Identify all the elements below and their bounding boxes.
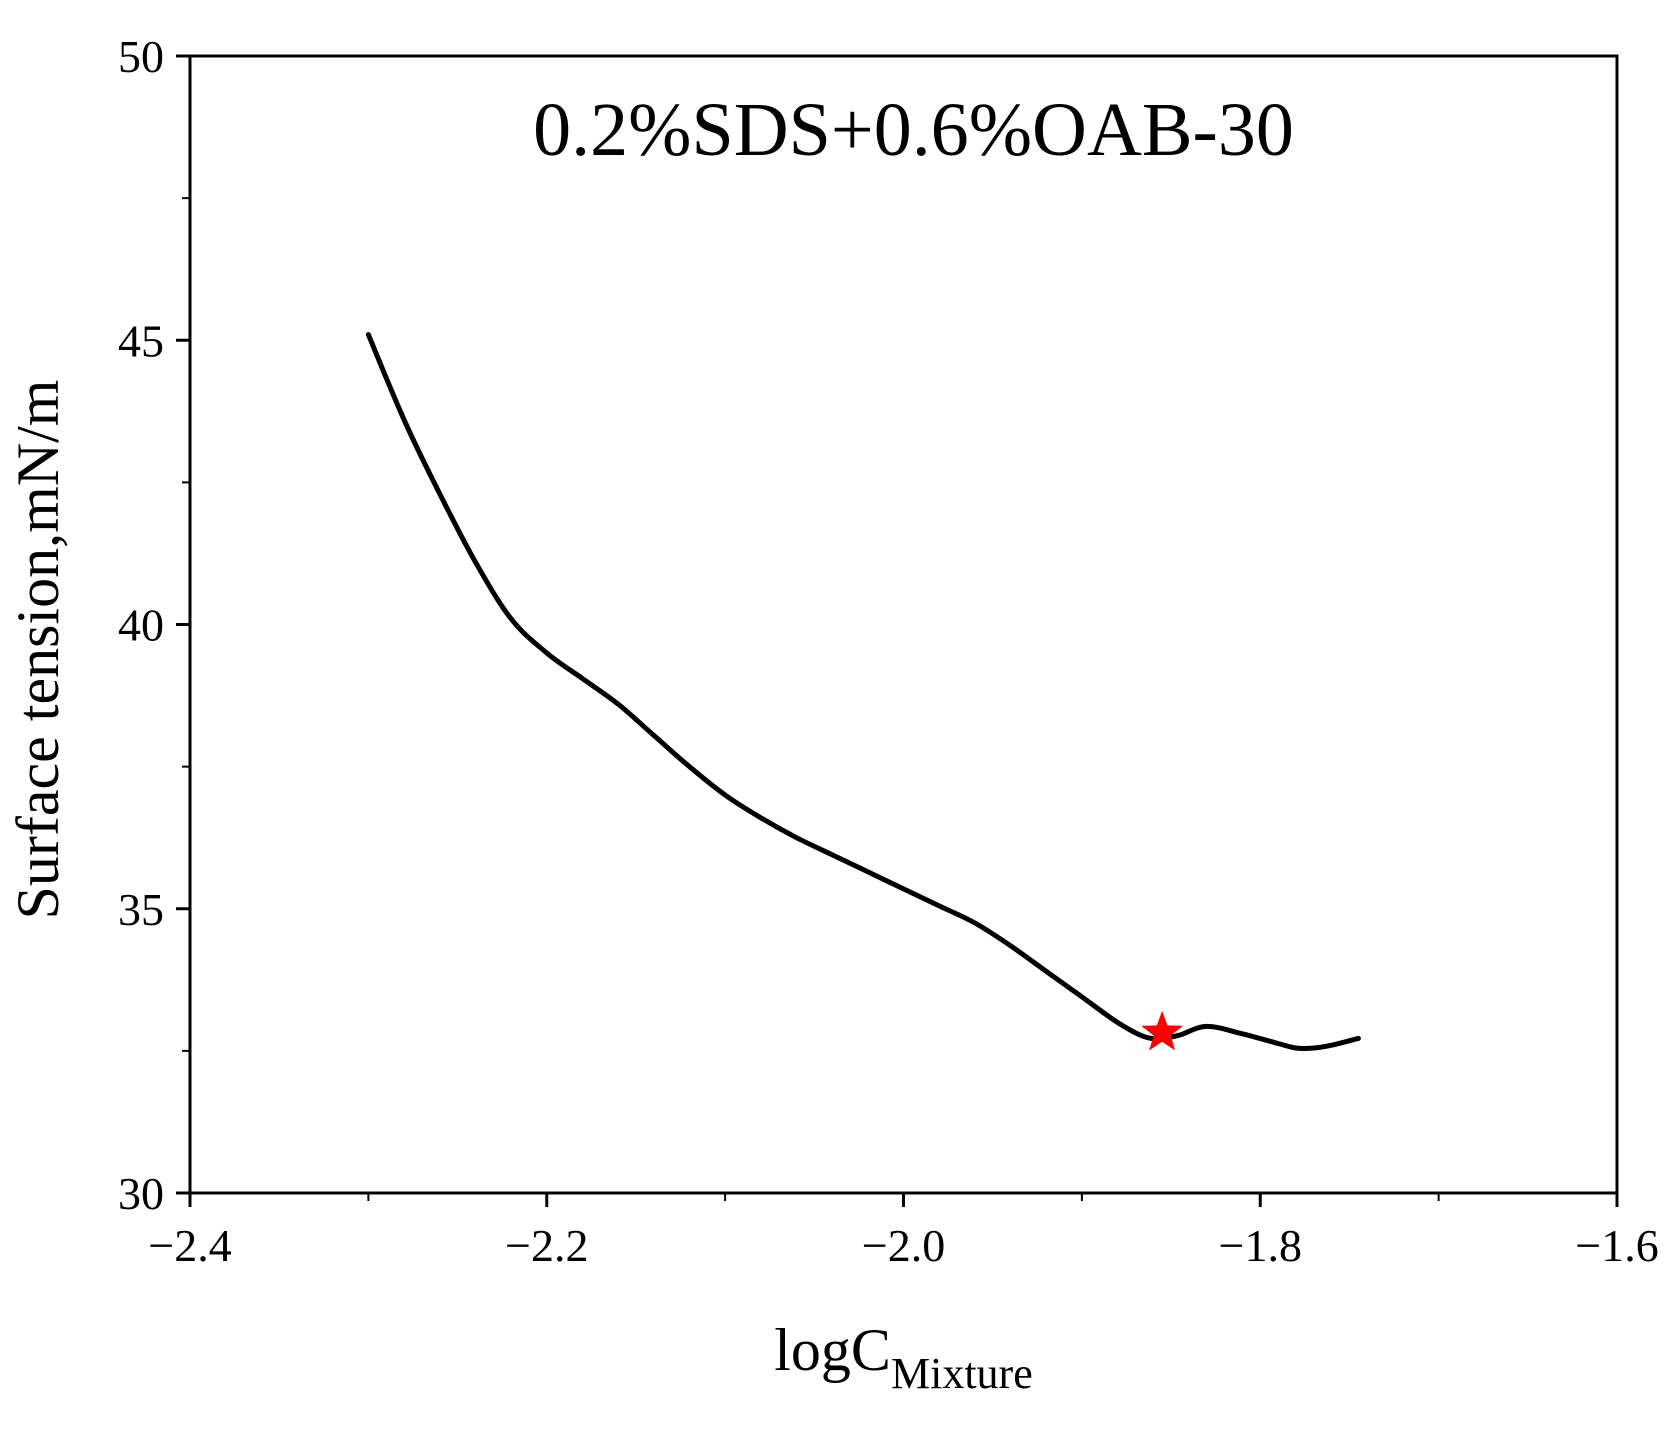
x-axis-ticks: −2.4 −2.2 −2.0 −1.8 −1.6 bbox=[148, 1193, 1659, 1271]
series-line bbox=[365, 332, 1361, 1051]
x-tick-label: −2.4 bbox=[148, 1220, 231, 1271]
x-axis-title-subscript: Mixture bbox=[891, 1349, 1033, 1398]
y-tick-label: 50 bbox=[118, 31, 164, 82]
y-axis-title: Surface tension,mN/m bbox=[5, 380, 71, 920]
x-tick-label: −1.6 bbox=[1575, 1220, 1658, 1271]
x-tick-label: −2.0 bbox=[862, 1220, 945, 1271]
chart-title: 0.2%SDS+0.6%OAB-30 bbox=[533, 88, 1294, 172]
x-tick-label: −2.2 bbox=[505, 1220, 588, 1271]
plot-frame bbox=[188, 54, 1619, 1195]
star-marker bbox=[1141, 1010, 1184, 1051]
y-tick-label: 35 bbox=[118, 884, 164, 935]
x-axis-title: logCMixture bbox=[774, 1317, 1032, 1398]
y-tick-label: 45 bbox=[118, 315, 164, 366]
marker-group bbox=[1141, 1010, 1184, 1051]
x-axis-title-main: logC bbox=[774, 1317, 891, 1383]
y-axis-ticks: 30 35 40 45 50 bbox=[118, 31, 190, 1219]
y-tick-label: 40 bbox=[118, 600, 164, 651]
x-tick-label: −1.8 bbox=[1219, 1220, 1302, 1271]
y-tick-label: 30 bbox=[118, 1168, 164, 1219]
series-group bbox=[365, 332, 1361, 1051]
